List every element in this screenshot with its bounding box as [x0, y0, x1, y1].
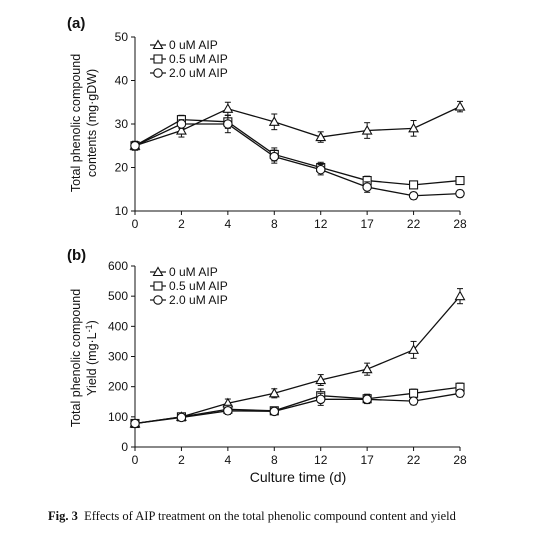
legend-marker [152, 266, 164, 277]
data-point [408, 122, 420, 133]
data-point [315, 374, 327, 385]
x-tick-label-b: 17 [360, 453, 374, 467]
y-tick-label-b: 0 [121, 440, 128, 454]
x-axis-label-b: Culture time (d) [250, 469, 346, 485]
caption-label: Fig. 3 [48, 509, 78, 523]
data-point [176, 119, 187, 129]
chart-panel-b: (b) Total phenolic compound Yield (mg·L-… [67, 247, 467, 485]
y-axis-label-b-line1: Total phenolic compound [69, 289, 83, 427]
x-tick-label-b: 12 [314, 453, 328, 467]
x-tick-label-b: 2 [178, 453, 185, 467]
y-tick-label-b: 600 [108, 259, 128, 273]
y-tick-label-a: 40 [115, 74, 129, 88]
x-tick-label-b: 4 [225, 453, 232, 467]
series-line-b-0 [134, 295, 461, 425]
data-point [455, 188, 465, 199]
data-point [315, 394, 326, 405]
x-tick-label-a: 0 [132, 217, 139, 231]
figure-caption: Fig. 3 Effects of AIP treatment on the t… [48, 508, 518, 525]
data-point [454, 290, 466, 301]
legend-label: 2.0 uM AIP [169, 293, 228, 307]
x-tick-label-b: 28 [453, 453, 467, 467]
y-axis-label-a-line2: contents (mg·gDW) [85, 69, 99, 177]
y-tick-label-b: 100 [108, 410, 128, 424]
y-axis-label-b-line2: Yield (mg·L-1) [84, 320, 99, 396]
series-line-a-0 [134, 106, 461, 147]
legend-label: 0 uM AIP [169, 38, 218, 52]
y-tick-label-b: 400 [108, 319, 128, 333]
data-point [269, 406, 280, 417]
y-axis-label-a-line1: Total phenolic compound [69, 54, 83, 192]
data-point [408, 191, 419, 201]
x-tick-label-a: 2 [178, 217, 185, 231]
y-tick-label-a: 50 [115, 30, 129, 44]
y-axis-label-b-sup: -1 [84, 324, 94, 332]
data-point [223, 119, 233, 129]
data-point [222, 103, 234, 113]
y-tick-label-a: 20 [115, 161, 129, 175]
x-tick-label-a: 28 [453, 217, 467, 231]
data-point [223, 406, 233, 416]
data-point [130, 141, 140, 151]
series-line-b-1 [134, 386, 461, 425]
data-point [315, 164, 326, 175]
data-point [361, 124, 373, 135]
data-point [269, 151, 280, 162]
y-tick-label-a: 30 [115, 117, 129, 131]
x-tick-label-a: 22 [407, 217, 421, 231]
series-b-2 [130, 388, 465, 429]
data-point [408, 344, 420, 354]
legend-marker [153, 54, 163, 64]
data-point [176, 412, 187, 423]
data-point [361, 363, 373, 374]
legend-marker [153, 295, 163, 305]
legend-label: 0 uM AIP [169, 265, 218, 279]
data-point [409, 388, 419, 398]
data-point [268, 387, 280, 398]
x-tick-label-b: 22 [407, 453, 421, 467]
y-axis-label-b-main: Yield (mg·L [85, 332, 99, 395]
data-point [362, 394, 372, 405]
series-line-a-1 [134, 118, 461, 186]
data-point [268, 116, 280, 126]
panel-label-a: (a) [67, 15, 85, 32]
x-tick-label-a: 17 [360, 217, 374, 231]
y-axis-label-b-end: ) [85, 320, 99, 324]
caption-text: Effects of AIP treatment on the total ph… [84, 509, 456, 523]
x-tick-label-a: 4 [225, 217, 232, 231]
legend-marker [153, 68, 163, 78]
legend-label: 0.5 uM AIP [169, 279, 228, 293]
series-a-2 [130, 114, 465, 201]
x-tick-label-a: 8 [271, 217, 278, 231]
data-point [455, 176, 465, 186]
data-point [130, 418, 140, 429]
data-point [454, 100, 466, 111]
series-b-0 [129, 288, 466, 428]
data-point [455, 388, 465, 399]
chart-panel-a: (a) Total phenolic compound contents (mg… [67, 15, 467, 231]
y-tick-label-b: 500 [108, 289, 128, 303]
legend-marker [153, 281, 163, 291]
data-point [362, 182, 372, 192]
y-tick-label-a: 10 [115, 204, 129, 218]
data-point [175, 124, 187, 135]
y-tick-label-b: 300 [108, 350, 128, 364]
y-tick-label-b: 200 [108, 380, 128, 394]
data-point [408, 396, 419, 406]
legend-marker [152, 39, 164, 50]
x-tick-label-b: 0 [132, 453, 139, 467]
data-point [315, 131, 327, 142]
legend-label: 0.5 uM AIP [169, 52, 228, 66]
legend-label: 2.0 uM AIP [169, 66, 228, 80]
series-line-a-2 [134, 123, 461, 197]
panel-label-b: (b) [67, 247, 86, 264]
x-tick-label-b: 8 [271, 453, 278, 467]
x-tick-label-a: 12 [314, 217, 328, 231]
data-point [409, 180, 419, 190]
series-line-b-2 [134, 392, 461, 425]
